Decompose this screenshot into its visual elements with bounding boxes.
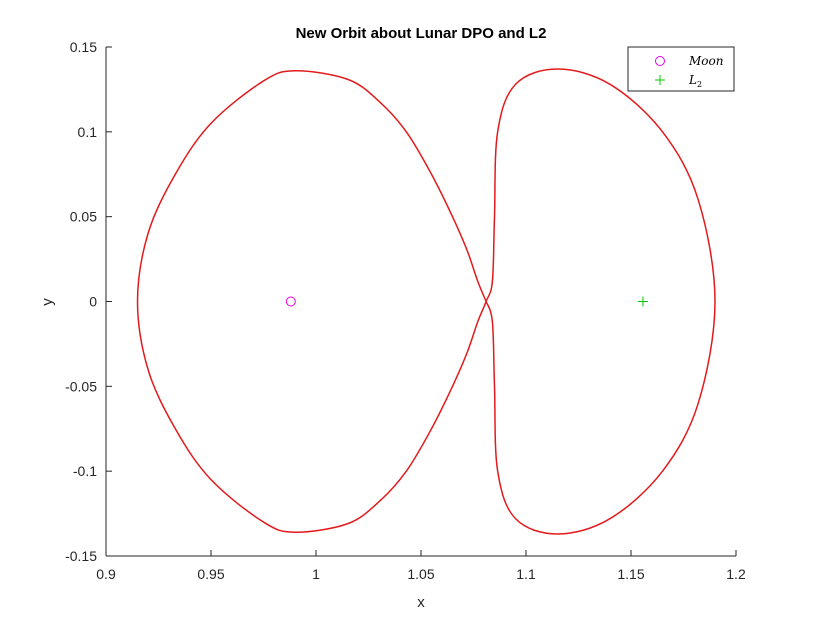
marker-layer	[285, 296, 648, 307]
orbit-layer	[136, 68, 716, 535]
plot-area: 0.9 0.95 1 1.05 1.1 1.15 1.2 -0.15 -0.1 -0.05 0 0.…	[65, 39, 746, 582]
x-ticks: 0.9 0.95 1 1.05 1.1 1.15 1.2	[96, 550, 746, 582]
x-tick-label: 0.9	[96, 566, 116, 582]
legend-moon-marker	[655, 56, 665, 66]
y-tick-label: 0.15	[70, 39, 97, 55]
y-tick-label: -0.05	[65, 378, 97, 394]
moon-point	[285, 296, 296, 307]
orbit-series-line	[136, 68, 716, 535]
x-tick-label: 1.1	[516, 566, 536, 582]
axes-background	[106, 47, 736, 556]
legend-l2-label-subscript: 2	[697, 80, 702, 89]
x-tick-label: 1.15	[617, 566, 644, 582]
x-tick-label: 1.2	[726, 566, 746, 582]
y-tick-label: -0.1	[73, 463, 97, 479]
y-tick-label: -0.15	[65, 548, 97, 564]
chart-title: New Orbit about Lunar DPO and L2	[296, 25, 547, 42]
x-tick-label: 1.05	[407, 566, 434, 582]
legend-box	[627, 46, 735, 92]
x-tick-label: 1	[312, 566, 320, 582]
y-tick-label: 0.05	[70, 209, 97, 225]
y-ticks: -0.15 -0.1 -0.05 0 0.05 0.1 0.15	[65, 39, 112, 564]
legend-l2-marker	[655, 75, 665, 85]
x-tick-label: 0.95	[197, 566, 224, 582]
l2-point	[637, 296, 648, 307]
legend: Moon L2	[627, 46, 735, 92]
y-axis-label: y	[39, 298, 56, 306]
y-tick-label: 0	[89, 294, 97, 310]
x-axis-label: x	[417, 594, 425, 611]
legend-l2-label: L2	[688, 73, 702, 89]
legend-l2-label-main: L	[688, 73, 697, 87]
y-tick-label: 0.1	[78, 124, 98, 140]
legend-moon-label: Moon	[688, 54, 723, 68]
